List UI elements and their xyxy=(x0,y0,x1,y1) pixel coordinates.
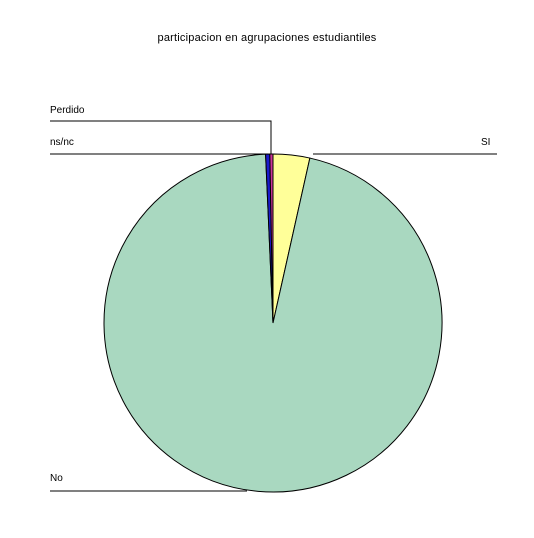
leader-line-perdido xyxy=(50,120,272,154)
slice-label-perdido: Perdido xyxy=(50,105,85,116)
chart-title: participacion en agrupaciones estudianti… xyxy=(157,32,377,44)
slice-label-ns-nc: ns/nc xyxy=(50,137,74,148)
label-leader-lines xyxy=(50,120,497,492)
slice-label-no: No xyxy=(50,473,63,484)
pie-slice-perdido xyxy=(269,153,274,324)
pie-slices xyxy=(103,153,443,493)
slice-label-si: SI xyxy=(481,137,490,148)
slice-labels: SI No ns/nc Perdido xyxy=(50,105,490,484)
pie-slice-no xyxy=(103,153,443,493)
